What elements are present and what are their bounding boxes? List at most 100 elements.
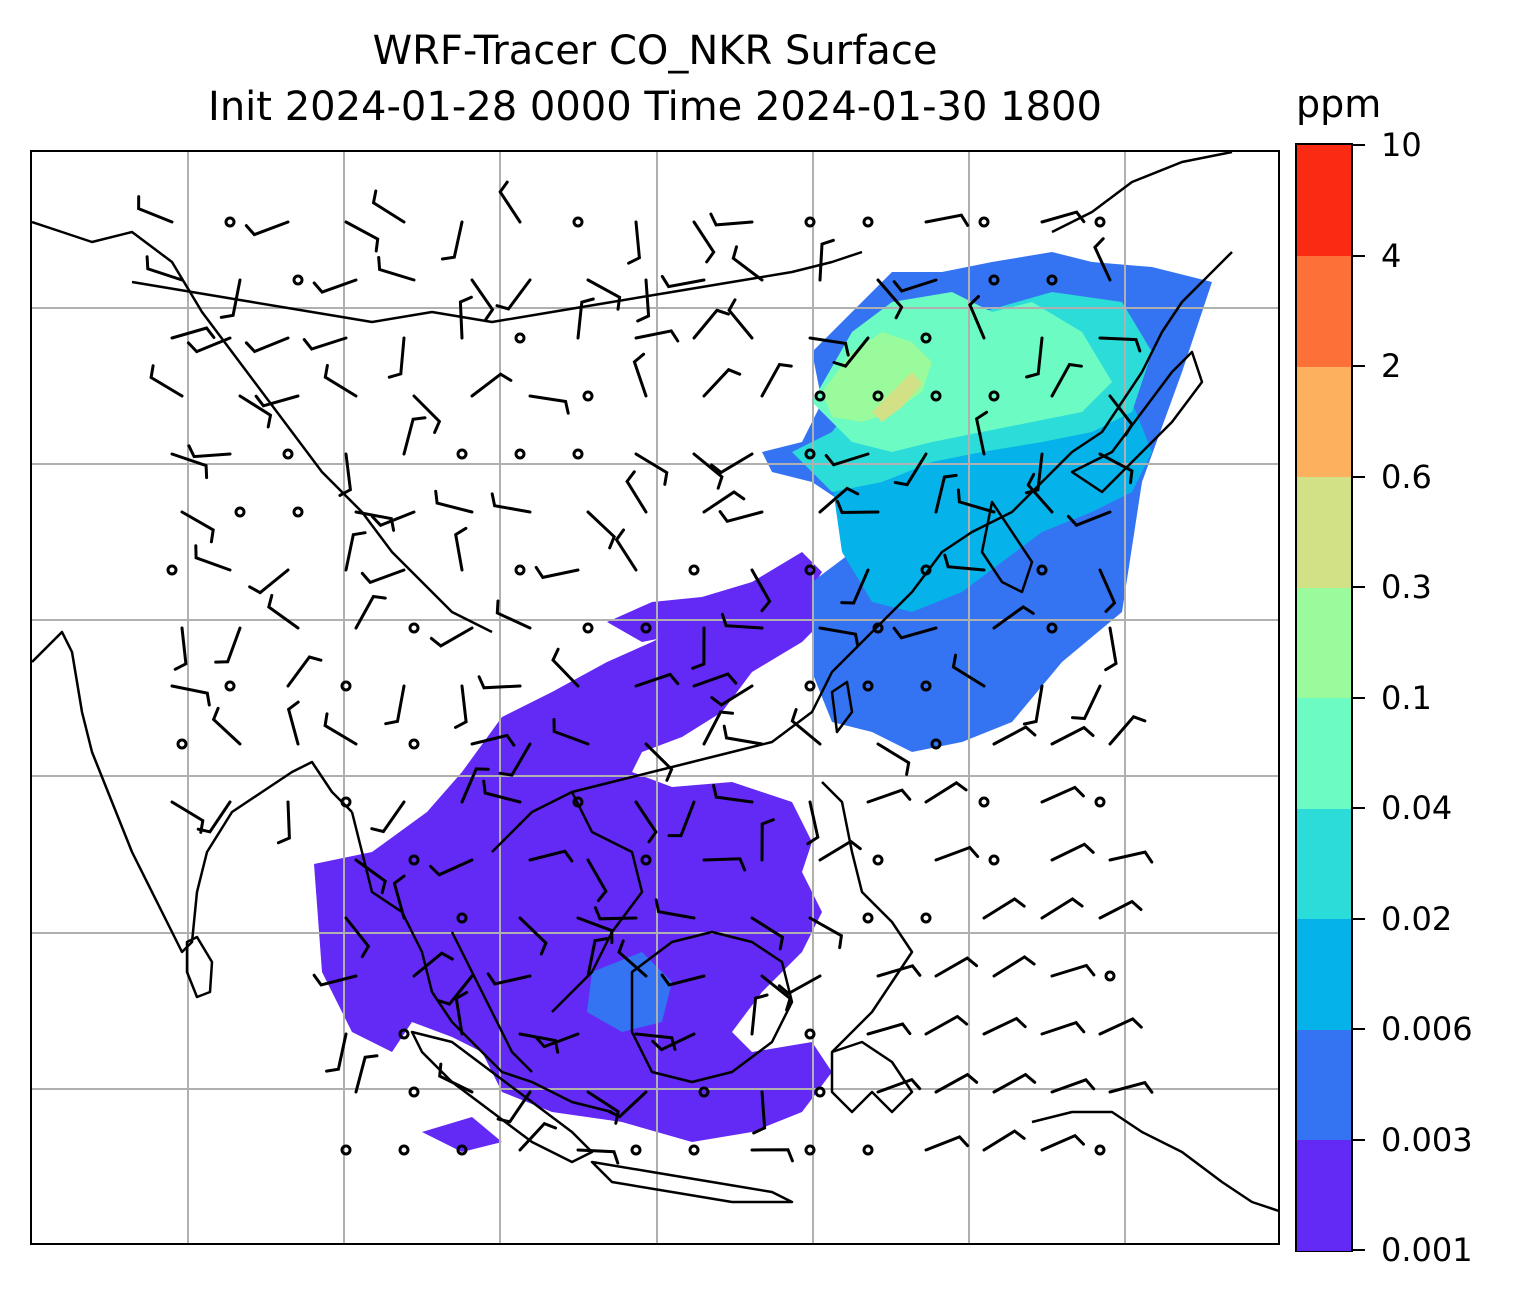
wind-barb xyxy=(173,626,188,671)
wind-barb xyxy=(312,973,358,987)
wind-barb xyxy=(750,916,785,951)
wind-barb xyxy=(892,626,938,640)
wind-barb xyxy=(454,526,468,572)
colorbar-tick-mark xyxy=(1353,696,1365,699)
wind-barb xyxy=(244,220,290,237)
wind-barb xyxy=(219,278,242,319)
wind-barb xyxy=(534,565,580,580)
calm-wind-marker xyxy=(514,564,526,576)
wind-barb xyxy=(187,444,232,459)
wind-barb xyxy=(1098,899,1143,920)
wind-barb xyxy=(387,336,406,379)
wind-barb xyxy=(617,939,648,978)
calm-wind-marker xyxy=(292,274,304,286)
wind-barb xyxy=(518,916,548,956)
calm-wind-marker xyxy=(920,680,932,692)
wind-barb xyxy=(634,1032,677,1051)
wind-barb xyxy=(1040,210,1086,224)
wind-barb xyxy=(586,937,609,978)
wind-barb xyxy=(876,742,911,776)
wind-barb xyxy=(534,1032,580,1049)
calm-wind-marker xyxy=(408,622,420,634)
calm-wind-marker xyxy=(1046,274,1058,286)
wind-barb xyxy=(438,1062,474,1094)
wind-barb xyxy=(790,708,822,746)
wind-barb xyxy=(727,298,754,340)
calm-wind-marker xyxy=(988,274,1000,286)
sulawesi xyxy=(830,1040,914,1114)
colorbar-tick-mark xyxy=(1353,807,1365,809)
wind-barb xyxy=(496,1090,532,1124)
colorbar-tick-mark xyxy=(1353,1249,1365,1251)
wind-barb xyxy=(402,416,427,456)
wind-barb xyxy=(1024,452,1044,495)
calm-wind-marker xyxy=(340,680,352,692)
wind-barb xyxy=(832,336,870,368)
calm-wind-marker xyxy=(862,680,874,692)
wind-barb xyxy=(528,849,574,863)
wind-barb xyxy=(286,655,323,688)
wind-barb xyxy=(170,452,209,480)
wind-barb xyxy=(1050,1078,1096,1094)
wind-barb xyxy=(344,220,380,253)
wind-barb xyxy=(371,189,406,224)
wind-barb xyxy=(344,531,367,572)
wind-barb xyxy=(1040,1020,1086,1036)
wind-barb xyxy=(576,916,614,945)
wind-barb xyxy=(992,955,1036,978)
wind-barb xyxy=(354,1054,379,1094)
calm-wind-marker xyxy=(920,912,932,924)
colorbar-tick-mark xyxy=(1353,917,1365,920)
plume-borneo-patch xyxy=(587,952,672,1032)
wind-barb xyxy=(818,626,860,648)
wind-barb xyxy=(924,1135,970,1152)
wind-barb xyxy=(760,818,775,862)
colorbar-tick-mark xyxy=(1353,144,1365,146)
wind-barb xyxy=(576,297,595,340)
new-guinea xyxy=(1031,1110,1278,1212)
wind-barb xyxy=(145,255,184,282)
wind-barb xyxy=(458,295,473,340)
wind-barb xyxy=(254,394,300,408)
calm-wind-marker xyxy=(1104,970,1116,982)
wind-barb xyxy=(1040,785,1085,804)
wind-barb xyxy=(840,568,870,605)
wind-barb xyxy=(384,684,406,726)
calm-wind-marker xyxy=(572,796,584,808)
calm-wind-marker xyxy=(640,854,652,866)
calm-wind-marker xyxy=(698,1086,710,1098)
wind-barb xyxy=(238,394,273,429)
calm-wind-marker xyxy=(978,796,990,808)
calm-wind-marker xyxy=(398,1144,410,1156)
wind-barb xyxy=(634,672,680,688)
wind-barb xyxy=(552,718,590,746)
wind-barb xyxy=(392,874,406,920)
wind-barb xyxy=(1050,963,1096,978)
calm-wind-marker xyxy=(804,1144,816,1156)
wind-barb xyxy=(634,800,658,844)
wind-barb xyxy=(1026,472,1054,514)
wind-barb xyxy=(486,972,532,986)
wind-barb xyxy=(470,372,513,398)
wind-barb xyxy=(924,213,970,227)
colorbar-tick-label: 0.001 xyxy=(1381,1231,1473,1269)
calm-wind-marker xyxy=(978,216,990,228)
wind-barb xyxy=(1040,1133,1085,1152)
wind-barb xyxy=(691,626,706,670)
wind-barb xyxy=(370,800,406,834)
colorbar-tick-label: 0.04 xyxy=(1381,789,1453,827)
wind-barb xyxy=(806,800,820,846)
colorbar-segment xyxy=(1297,918,1351,1030)
wind-barb xyxy=(709,212,754,227)
map-title-line1: WRF-Tracer CO_NKR Surface xyxy=(372,28,938,74)
lat-lon-gridlines xyxy=(32,152,1278,1243)
wind-barb xyxy=(1066,510,1112,527)
calm-wind-marker xyxy=(862,912,874,924)
wind-barb xyxy=(607,1090,648,1119)
calm-wind-marker xyxy=(1094,216,1106,228)
calm-wind-marker xyxy=(804,1028,816,1040)
colorbar-tick-mark xyxy=(1353,254,1365,257)
calm-wind-marker xyxy=(688,1144,700,1156)
colorbar-tick-mark xyxy=(1353,1138,1365,1141)
wind-barb xyxy=(354,594,387,630)
